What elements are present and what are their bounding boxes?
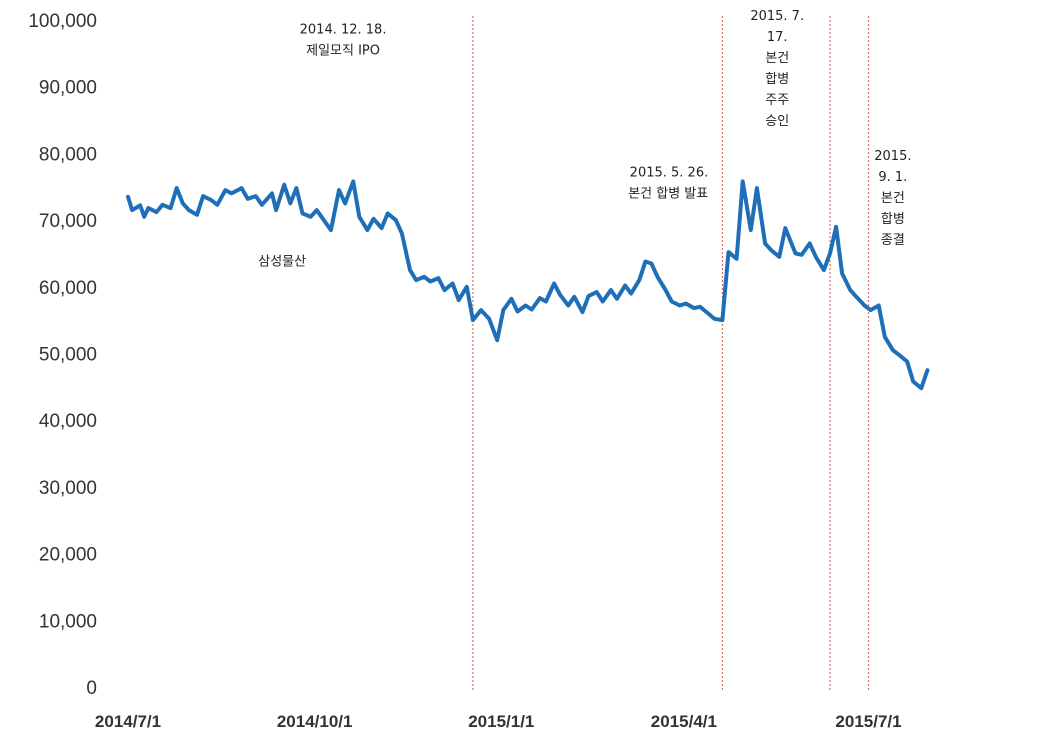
- y-tick-label: 100,000: [28, 11, 97, 32]
- event-annotation: 2015. 9. 1. 본건 합병 종결: [874, 149, 911, 248]
- y-tick-label: 80,000: [39, 144, 97, 165]
- x-tick-label: 2014/7/1: [95, 712, 161, 731]
- y-tick-label: 90,000: [39, 78, 97, 99]
- x-tick-label: 2015/1/1: [468, 712, 534, 731]
- series-line: [126, 179, 930, 391]
- annotations: 삼성물산 2014. 12. 18. 제일모직 IPO 2015. 5. 26. 본건 …: [258, 9, 911, 269]
- y-tick-label: 0: [86, 678, 97, 699]
- x-axis-ticks: 2014/7/1 2014/10/1 2015/1/1 2015/4/1 2015/7/…: [95, 712, 902, 731]
- y-axis-ticks: 0 10,000 20,000 30,000 40,000 50,000 60,000 70,…: [28, 11, 97, 699]
- series-group: [126, 179, 930, 391]
- event-annotation: 2015. 7. 17. 본건 합병 주주 승인: [750, 9, 804, 129]
- y-tick-label: 40,000: [39, 411, 97, 432]
- x-tick-label: 2015/7/1: [835, 712, 901, 731]
- event-markers: [472, 16, 870, 692]
- series-label: 삼성물산: [258, 254, 306, 269]
- y-tick-label: 70,000: [39, 211, 97, 232]
- y-tick-label: 10,000: [39, 611, 97, 632]
- event-annotation: 2014. 12. 18. 제일모직 IPO: [300, 22, 387, 58]
- y-tick-label: 50,000: [39, 345, 97, 366]
- y-tick-label: 20,000: [39, 545, 97, 566]
- y-tick-label: 60,000: [39, 278, 97, 299]
- x-tick-label: 2015/4/1: [651, 712, 717, 731]
- y-tick-label: 30,000: [39, 478, 97, 499]
- event-annotation: 2015. 5. 26. 본건 합병 발표: [628, 166, 708, 202]
- x-tick-label: 2014/10/1: [277, 712, 353, 731]
